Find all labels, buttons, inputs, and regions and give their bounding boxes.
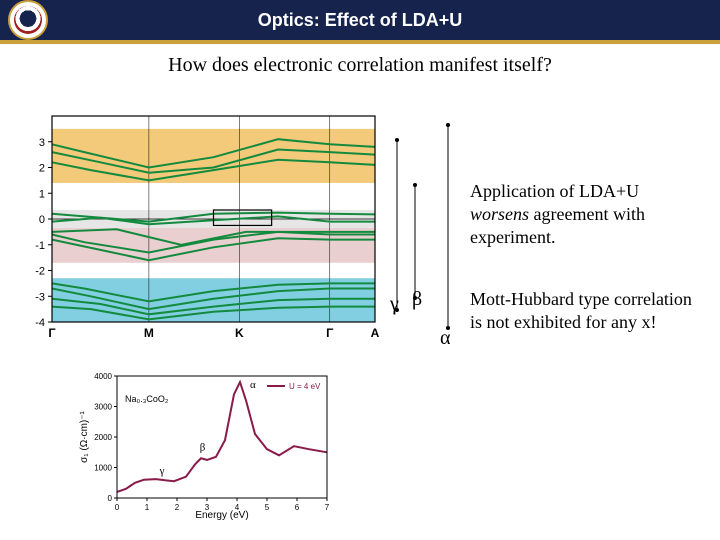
svg-text:3000: 3000 bbox=[94, 403, 112, 412]
comment-first: Application of LDA+U worsens agreement w… bbox=[470, 180, 700, 249]
svg-text:3: 3 bbox=[39, 137, 45, 149]
svg-text:1000: 1000 bbox=[94, 464, 112, 473]
svg-text:M: M bbox=[144, 326, 154, 340]
svg-text:-2: -2 bbox=[35, 266, 45, 278]
subtitle: How does electronic correlation manifest… bbox=[0, 54, 720, 77]
svg-text:7: 7 bbox=[325, 503, 330, 512]
svg-text:Γ: Γ bbox=[48, 326, 56, 340]
svg-text:γ: γ bbox=[159, 465, 165, 477]
comment-second: Mott-Hubbard type correlation is not exh… bbox=[470, 288, 700, 334]
alpha-label: α bbox=[440, 327, 450, 350]
svg-text:2: 2 bbox=[175, 503, 180, 512]
svg-text:6: 6 bbox=[295, 503, 300, 512]
svg-text:Energy (eV): Energy (eV) bbox=[195, 510, 248, 520]
page-title: Optics: Effect of LDA+U bbox=[0, 10, 720, 31]
svg-text:0: 0 bbox=[108, 494, 113, 503]
svg-text:α: α bbox=[250, 379, 256, 391]
beta-label: β bbox=[412, 288, 422, 311]
svg-text:2000: 2000 bbox=[94, 433, 112, 442]
svg-text:-3: -3 bbox=[35, 291, 45, 303]
svg-text:1: 1 bbox=[145, 503, 150, 512]
svg-text:0: 0 bbox=[39, 214, 45, 226]
bandplot-svg: -4 -3 -2 -1 0 1 2 3 Γ M K Γ A bbox=[10, 112, 380, 342]
svg-text:β: β bbox=[200, 442, 206, 454]
specplot-svg: 0100020003000400001234567γβαEnergy (eV)σ… bbox=[75, 370, 335, 520]
svg-text:-1: -1 bbox=[35, 240, 45, 252]
spectrum-plot: 0100020003000400001234567γβαEnergy (eV)σ… bbox=[75, 370, 335, 520]
svg-text:U = 4 eV: U = 4 eV bbox=[289, 382, 321, 391]
svg-text:4000: 4000 bbox=[94, 372, 112, 381]
svg-text:1: 1 bbox=[39, 188, 45, 200]
svg-text:A: A bbox=[371, 326, 380, 340]
svg-text:-4: -4 bbox=[35, 317, 45, 329]
band-structure-plot: Energy (Ryd) -4-3-2-10123ΓMKΓA bbox=[10, 112, 380, 342]
svg-text:5: 5 bbox=[265, 503, 270, 512]
svg-text:Na₀.₃CoO₂: Na₀.₃CoO₂ bbox=[125, 394, 169, 404]
svg-text:Γ: Γ bbox=[326, 326, 334, 340]
svg-text:0: 0 bbox=[115, 503, 120, 512]
svg-text:σ₁ (Ω·cm)⁻¹: σ₁ (Ω·cm)⁻¹ bbox=[79, 410, 90, 462]
svg-text:K: K bbox=[235, 326, 244, 340]
svg-text:2: 2 bbox=[39, 163, 45, 175]
title-bar: Optics: Effect of LDA+U bbox=[0, 0, 720, 44]
gamma-label: γ bbox=[390, 293, 399, 316]
